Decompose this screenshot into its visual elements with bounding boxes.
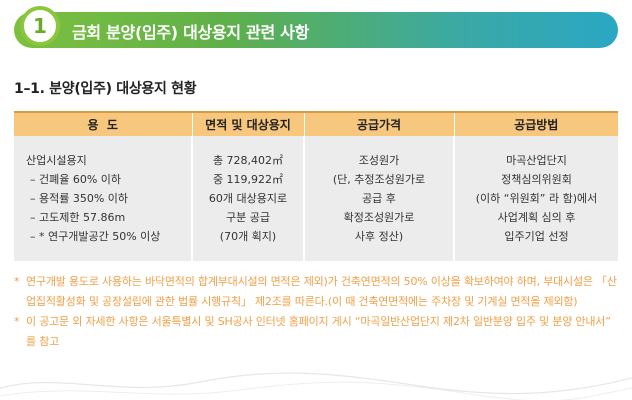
method-line: 입주기업 선정 bbox=[504, 230, 569, 243]
header-method: 공급방법 bbox=[454, 111, 618, 136]
price-line: 사후 정산) bbox=[354, 230, 404, 243]
method-line: 정책심의위원회 bbox=[501, 173, 572, 186]
area-line: 60개 대상용지로 bbox=[208, 192, 288, 205]
land-info-table: 용 도 면적 및 대상용지 공급가격 공급방법 산업시설용지 – 건폐율 60%… bbox=[14, 111, 618, 261]
usage-line: – * 연구개발공간 50% 이상 bbox=[30, 230, 161, 243]
table-row: 산업시설용지 – 건폐율 60% 이하 – 용적률 350% 이하 – 고도제한… bbox=[14, 136, 618, 261]
section-banner bbox=[14, 12, 618, 48]
method-line: 사업계획 심의 후 bbox=[497, 211, 576, 224]
area-line: 총 728,402㎡ bbox=[212, 154, 284, 167]
table-header-row: 용 도 면적 및 대상용지 공급가격 공급방법 bbox=[14, 111, 618, 136]
area-line: 구분 공급 bbox=[226, 211, 270, 224]
usage-line: 산업시설용지 bbox=[26, 154, 87, 167]
price-line: 확정조성원가로 bbox=[343, 211, 415, 224]
price-line: (단, 추정조성원가로 bbox=[332, 173, 426, 186]
method-line: 마곡산업단지 bbox=[506, 154, 567, 167]
header-usage: 용 도 bbox=[14, 111, 193, 136]
usage-line: – 용적률 350% 이하 bbox=[30, 192, 129, 205]
note-text: 이 공고문 외 자세한 사항은 서울특별시 및 SH공사 인터넷 홈페이지 게시… bbox=[26, 315, 611, 348]
note-item: * 연구개발 용도로 사용하는 바닥면적의 합계부대시설의 면적은 제외)가 건… bbox=[14, 272, 618, 312]
section-banner-title: 금회 분양(입주) 대상용지 관련 사항 bbox=[72, 23, 309, 42]
usage-line: – 고도제한 57.86m bbox=[30, 211, 126, 224]
note-bullet: * bbox=[14, 275, 20, 288]
price-line: 공급 후 bbox=[362, 192, 396, 205]
note-text: 연구개발 용도로 사용하는 바닥면적의 합계부대시설의 면적은 제외)가 건축연… bbox=[26, 275, 617, 308]
area-line: 중 119,922㎡ bbox=[212, 173, 284, 186]
notes-block: * 연구개발 용도로 사용하는 바닥면적의 합계부대시설의 면적은 제외)가 건… bbox=[14, 272, 618, 352]
cell-method: 마곡산업단지 정책심의위원회 (이하 “위원회” 라 함)에서 사업계획 심의 … bbox=[454, 136, 618, 261]
section-number-badge: 1 bbox=[20, 6, 60, 46]
header-price: 공급가격 bbox=[304, 111, 455, 136]
cell-price: 조성원가 (단, 추정조성원가로 공급 후 확정조성원가로 사후 정산) bbox=[304, 136, 455, 261]
note-bullet: * bbox=[14, 315, 20, 328]
cell-area: 총 728,402㎡ 중 119,922㎡ 60개 대상용지로 구분 공급 (7… bbox=[192, 136, 305, 261]
cell-usage: 산업시설용지 – 건폐율 60% 이하 – 용적률 350% 이하 – 고도제한… bbox=[14, 136, 193, 261]
decorative-wave-lines bbox=[0, 372, 632, 400]
price-line: 조성원가 bbox=[358, 154, 400, 167]
subsection-title: 1–1. 분양(입주) 대상용지 현황 bbox=[14, 81, 197, 97]
note-item: * 이 공고문 외 자세한 사항은 서울특별시 및 SH공사 인터넷 홈페이지 … bbox=[14, 312, 618, 352]
method-line: (이하 “위원회” 라 함)에서 bbox=[475, 192, 598, 205]
area-line: (70개 획지) bbox=[219, 230, 277, 243]
header-area: 면적 및 대상용지 bbox=[192, 111, 305, 136]
usage-line: – 건폐율 60% 이하 bbox=[30, 173, 122, 186]
